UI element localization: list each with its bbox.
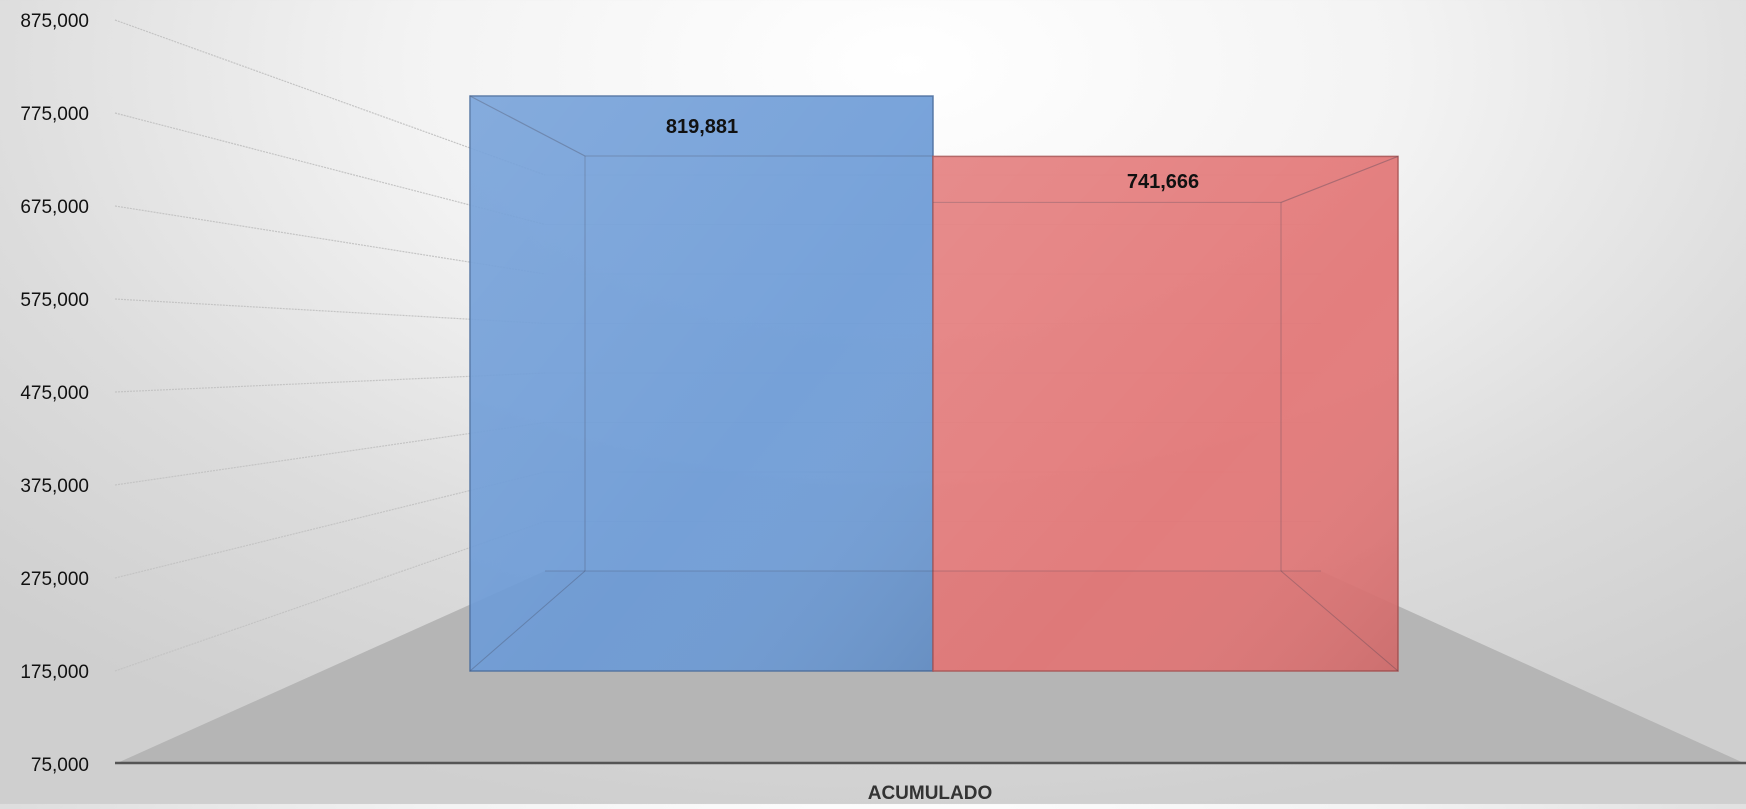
y-tick-label: 175,000	[20, 662, 89, 683]
data-label-series-1: 819,881	[666, 116, 738, 138]
y-axis: 75,000 175,000 275,000 375,000 475,000 575,00…	[20, 11, 89, 776]
category-label: ACUMULADO	[868, 783, 993, 804]
bar-series-2	[932, 155, 1399, 672]
bar-front-face	[932, 155, 1399, 672]
bar-front-face	[469, 95, 934, 672]
y-tick-label: 475,000	[20, 383, 89, 404]
y-tick-label: 275,000	[20, 569, 89, 590]
bar-series-1	[469, 95, 934, 672]
y-tick-label: 775,000	[20, 104, 89, 125]
y-tick-label: 375,000	[20, 476, 89, 497]
data-label-series-2: 741,666	[1127, 171, 1199, 193]
y-tick-label: 75,000	[31, 755, 89, 776]
bars	[469, 95, 1399, 672]
gridline	[114, 19, 546, 176]
gridline	[114, 421, 546, 486]
y-tick-label: 675,000	[20, 197, 89, 218]
y-tick-label: 875,000	[20, 11, 89, 32]
gridline	[114, 205, 546, 275]
y-tick-label: 575,000	[20, 290, 89, 311]
data-labels: 819,881 741,666 ACUMULADO	[666, 116, 1199, 804]
